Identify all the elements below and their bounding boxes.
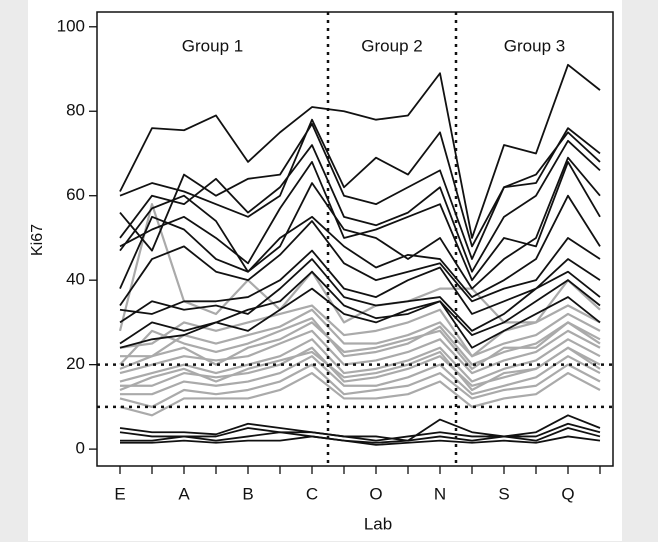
series-line xyxy=(119,329,601,375)
series-line xyxy=(119,194,601,298)
series-line xyxy=(119,220,601,307)
y-tick-label: 100 xyxy=(57,16,85,35)
series-line xyxy=(119,139,601,273)
series-line xyxy=(119,422,601,442)
series-line xyxy=(119,249,601,315)
group-label: Group 3 xyxy=(504,36,565,55)
panel xyxy=(28,0,622,541)
x-tick-label: B xyxy=(242,484,253,503)
x-tick-label: O xyxy=(369,484,382,503)
series-line xyxy=(119,63,601,239)
series-line xyxy=(120,355,601,396)
series-line xyxy=(119,270,601,345)
series-line xyxy=(119,156,601,290)
series-line xyxy=(119,338,601,383)
series-line xyxy=(119,414,601,442)
series-line xyxy=(119,346,601,392)
x-tick-label: Q xyxy=(561,484,574,503)
y-tick-label: 20 xyxy=(66,354,85,373)
y-tick-label: 80 xyxy=(66,101,85,120)
group-label: Group 2 xyxy=(361,36,422,55)
y-tick-label: 0 xyxy=(76,439,85,458)
series-line xyxy=(119,123,601,260)
group-label: Group 1 xyxy=(182,36,243,55)
series-line xyxy=(120,435,601,446)
x-tick-label: N xyxy=(434,484,446,503)
series-line xyxy=(119,118,601,248)
series-line xyxy=(119,258,601,332)
y-tick-label: 60 xyxy=(66,185,85,204)
series-line xyxy=(119,321,601,370)
series-line xyxy=(119,363,601,408)
x-axis-label: Lab xyxy=(364,514,392,533)
x-tick-label: A xyxy=(178,484,190,503)
x-tick-label: C xyxy=(306,484,318,503)
series-line xyxy=(119,371,601,417)
series-line xyxy=(119,287,601,349)
x-tick-label: E xyxy=(114,484,125,503)
x-tick-label: S xyxy=(498,484,509,503)
y-axis-label: Ki67 xyxy=(29,224,46,256)
series-line xyxy=(120,308,601,358)
y-tick-label: 40 xyxy=(66,270,85,289)
series-line xyxy=(120,427,601,444)
plot-frame xyxy=(96,11,614,467)
